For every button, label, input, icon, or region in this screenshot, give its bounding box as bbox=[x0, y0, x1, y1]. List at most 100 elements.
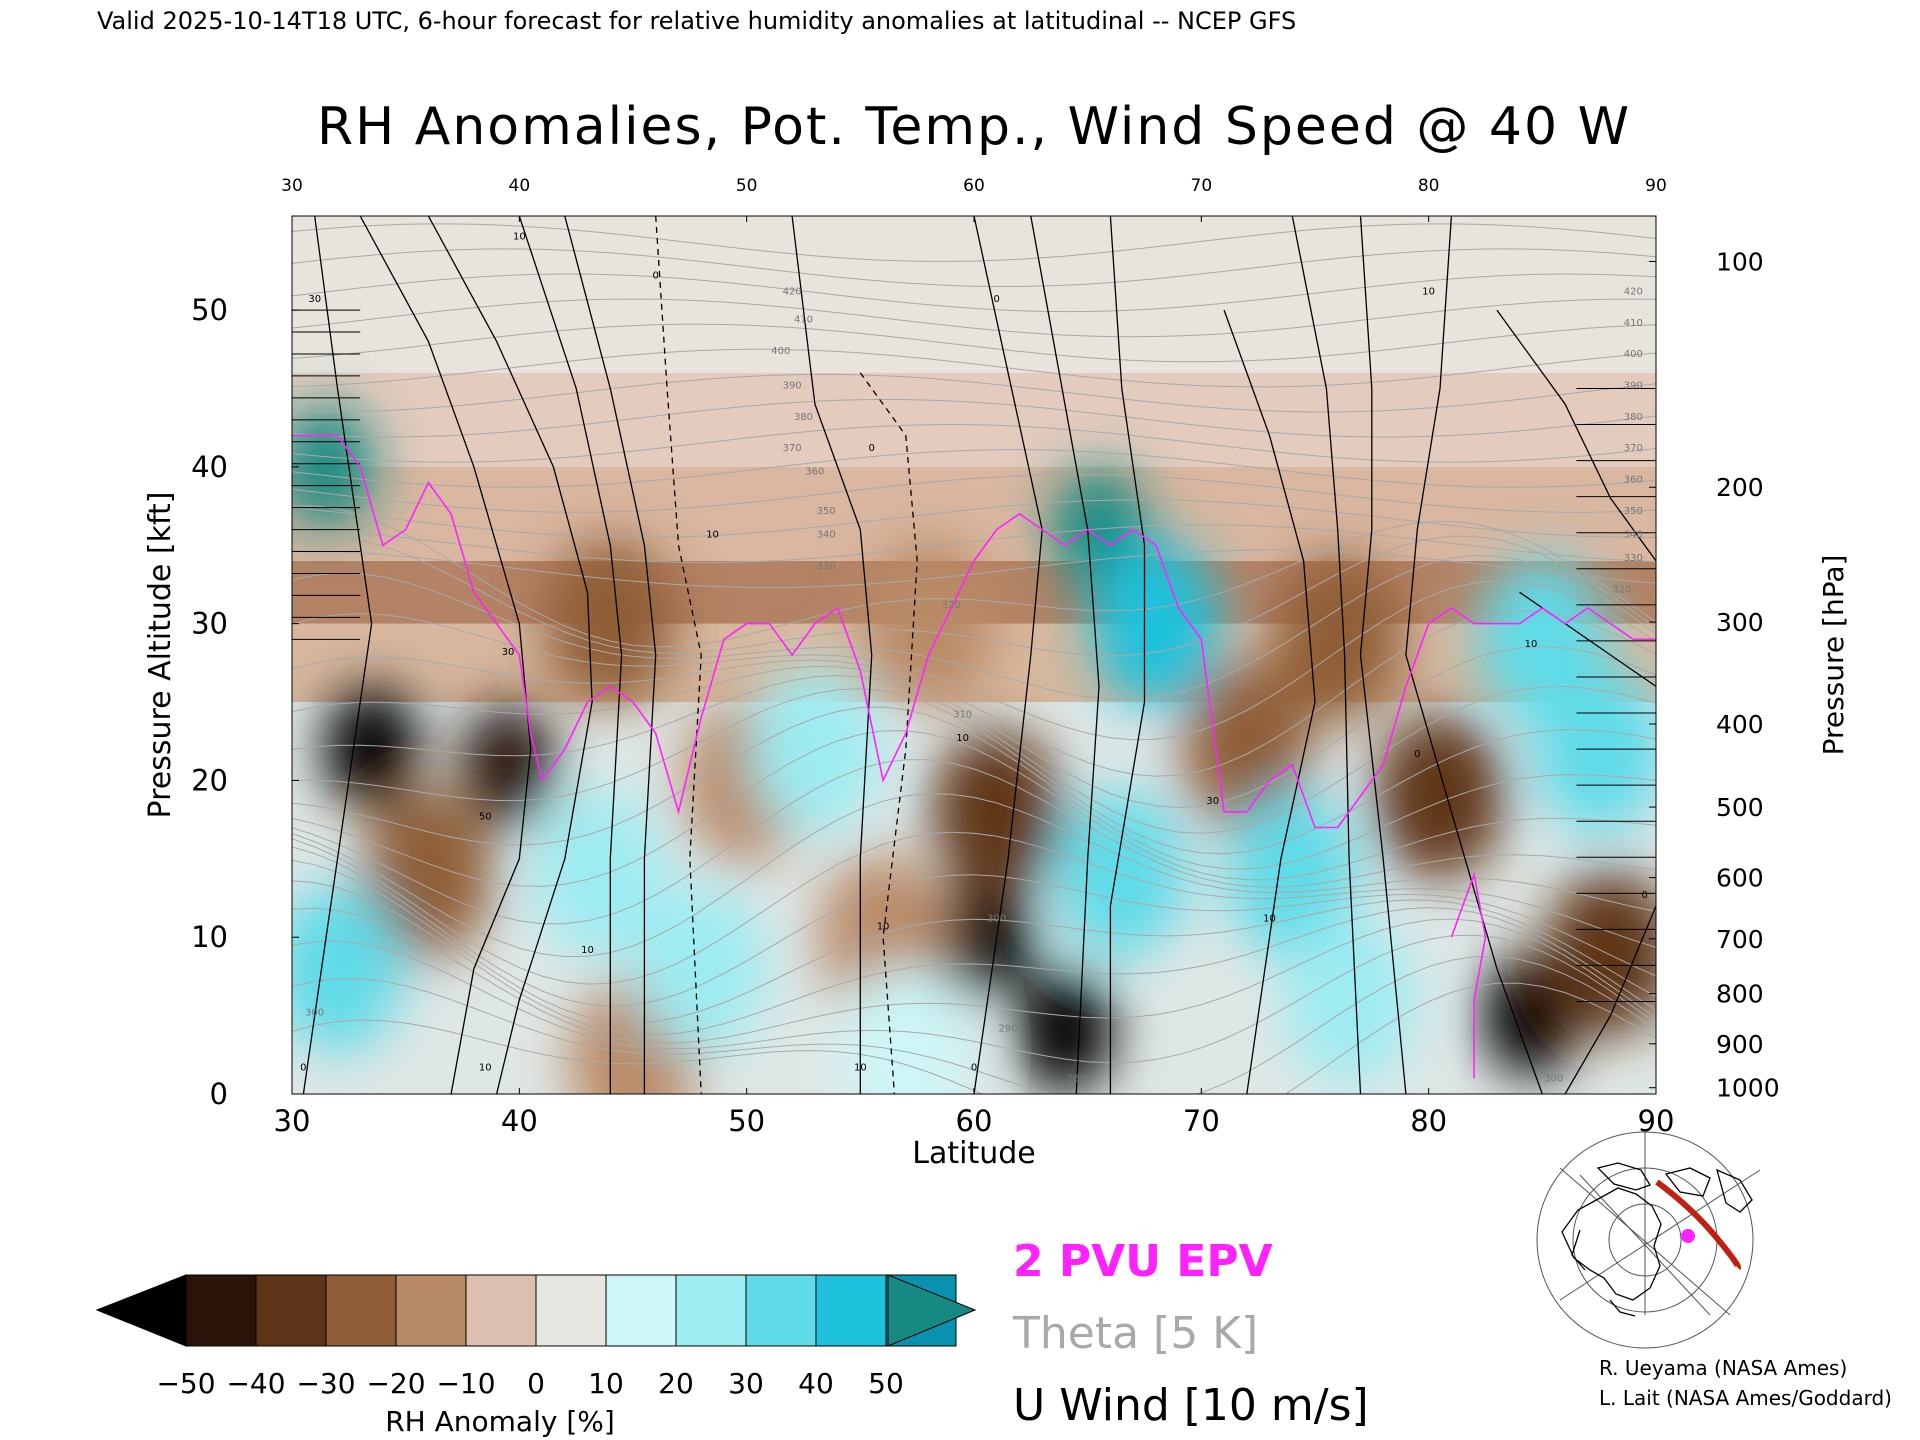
wind-contour-label: 0 bbox=[869, 443, 875, 454]
theta-contour bbox=[292, 505, 1656, 648]
theta-contour-label: 340 bbox=[817, 529, 836, 540]
theta-contour-label: 370 bbox=[783, 443, 802, 454]
colorbar-tick-label: −40 bbox=[226, 1367, 285, 1400]
anomaly-blob bbox=[937, 875, 1034, 1000]
colorbar-tick-label: 10 bbox=[588, 1367, 624, 1400]
y-tick-label: 10 bbox=[191, 920, 228, 954]
pressure-tick-label: 900 bbox=[1716, 1030, 1764, 1059]
x-tick-label: 30 bbox=[274, 1104, 311, 1138]
theta-contour-label: 320 bbox=[942, 600, 961, 611]
x-tick-label: 70 bbox=[1183, 1104, 1220, 1138]
theta-contour bbox=[292, 759, 1656, 925]
x-tick-label-top: 40 bbox=[509, 176, 531, 196]
theta-contour-label: 340 bbox=[1624, 529, 1643, 540]
wind-contour-label: 0 bbox=[1414, 749, 1420, 760]
wind-contour bbox=[359, 216, 532, 1094]
wind-contour-label: 30 bbox=[502, 647, 515, 658]
pressure-tick-label: 300 bbox=[1716, 608, 1764, 637]
theta-contour bbox=[292, 688, 1656, 855]
wind-contour bbox=[1405, 216, 1543, 1094]
theta-contour bbox=[292, 499, 1656, 538]
colorbar-tick-label: 30 bbox=[728, 1367, 764, 1400]
colorbar-box bbox=[605, 1274, 677, 1347]
theta-contour bbox=[292, 880, 1656, 1036]
theta-contour-label: 390 bbox=[1624, 380, 1643, 391]
wind-contour bbox=[1564, 905, 1656, 1094]
theta-contour bbox=[292, 579, 1656, 741]
y-axis-label-right: Pressure [hPa] bbox=[1817, 555, 1850, 756]
wind-contour-label: 10 bbox=[513, 232, 526, 243]
pressure-tick-label: 600 bbox=[1716, 864, 1764, 893]
theta-contour-label: 420 bbox=[783, 286, 802, 297]
theta-contour bbox=[292, 645, 1656, 809]
y-tick-label: 50 bbox=[191, 293, 228, 327]
wind-contour bbox=[1291, 216, 1362, 1094]
theta-contour bbox=[292, 706, 1656, 870]
background-band bbox=[292, 216, 1656, 373]
theta-contour bbox=[292, 248, 1656, 287]
wind-contour bbox=[302, 216, 373, 1094]
theta-contour bbox=[292, 674, 1656, 834]
epv-2pvu-line bbox=[1450, 871, 1487, 1079]
theta-contour-label: 300 bbox=[305, 1008, 324, 1019]
wind-contour bbox=[1109, 216, 1146, 1094]
wind-contour-label: 10 bbox=[479, 1062, 492, 1073]
anomaly-blob bbox=[1090, 539, 1221, 708]
colorbar-label: RH Anomaly [%] bbox=[385, 1405, 615, 1438]
colorbar-tick-label: 20 bbox=[658, 1367, 694, 1400]
wind-contour bbox=[427, 216, 593, 1094]
theta-contour-label: 380 bbox=[1624, 412, 1643, 423]
anomaly-blob bbox=[1284, 916, 1415, 1084]
anomaly-blob bbox=[363, 790, 494, 959]
wind-contour bbox=[564, 216, 657, 1094]
anomaly-blobs bbox=[292, 404, 1656, 1094]
colorbar-tick-label: −10 bbox=[436, 1367, 495, 1400]
theta-contour bbox=[292, 831, 1656, 985]
wind-contour bbox=[1496, 309, 1656, 562]
theta-contour bbox=[292, 273, 1656, 313]
wind-contour bbox=[518, 216, 623, 1094]
x-axis-label: Latitude bbox=[912, 1136, 1035, 1171]
y-tick-label: 40 bbox=[191, 450, 228, 484]
wind-contour-label: 0 bbox=[300, 1062, 306, 1073]
theta-contour-label: 390 bbox=[783, 380, 802, 391]
colorbar-tick-label: 50 bbox=[868, 1367, 904, 1400]
theta-contour-label: 350 bbox=[1624, 506, 1643, 517]
theta-contour-label: 400 bbox=[1624, 349, 1643, 360]
colorbar-tick-label: 40 bbox=[798, 1367, 834, 1400]
legend-wind: U Wind [10 m/s] bbox=[1013, 1380, 1369, 1431]
theta-contour-label: 320 bbox=[1612, 584, 1631, 595]
theta-contour bbox=[292, 610, 1656, 777]
theta-contour bbox=[292, 449, 1656, 488]
wind-contour bbox=[655, 216, 702, 1094]
theta-contour-label: 410 bbox=[1624, 318, 1643, 329]
pressure-tick-label: 100 bbox=[1716, 247, 1764, 276]
x-tick-label: 60 bbox=[956, 1104, 993, 1138]
wind-contour-label: 0 bbox=[1641, 890, 1647, 901]
location-marker bbox=[1681, 1229, 1695, 1243]
theta-contour bbox=[292, 549, 1656, 589]
wind-contour-label: 10 bbox=[706, 529, 719, 540]
colorbar-box bbox=[325, 1274, 397, 1347]
theta-contours bbox=[292, 223, 1656, 1094]
anomaly-blob bbox=[1545, 869, 1656, 1037]
theta-contour-label: 370 bbox=[1624, 443, 1643, 454]
theta-contour-label: 300 bbox=[987, 914, 1006, 925]
pressure-tick-label: 500 bbox=[1716, 793, 1764, 822]
y-axis-label-left: Pressure Altitude [kft] bbox=[143, 492, 178, 819]
wind-contour-label: 0 bbox=[971, 1062, 977, 1073]
y-tick-label: 20 bbox=[191, 763, 228, 797]
theta-contour-label: 310 bbox=[953, 710, 972, 721]
legend-epv: 2 PVU EPV bbox=[1013, 1236, 1273, 1287]
wind-contour bbox=[859, 372, 918, 1094]
theta-contour-label: 410 bbox=[794, 315, 813, 326]
anomaly-blob bbox=[636, 884, 767, 1053]
theta-contour-label: 280 bbox=[1067, 1073, 1086, 1084]
wind-contour-label: 10 bbox=[581, 945, 594, 956]
theta-contour bbox=[292, 223, 1656, 262]
background-band bbox=[292, 372, 1656, 467]
anomaly-blob bbox=[749, 665, 880, 833]
x-tick-label-top: 90 bbox=[1645, 176, 1667, 196]
theta-contour-label: 420 bbox=[1624, 286, 1643, 297]
colorbar: −50 −40 −30 −20 −10 0 10 20 30 40 50 RH Anomaly [%… bbox=[95, 1274, 977, 1438]
